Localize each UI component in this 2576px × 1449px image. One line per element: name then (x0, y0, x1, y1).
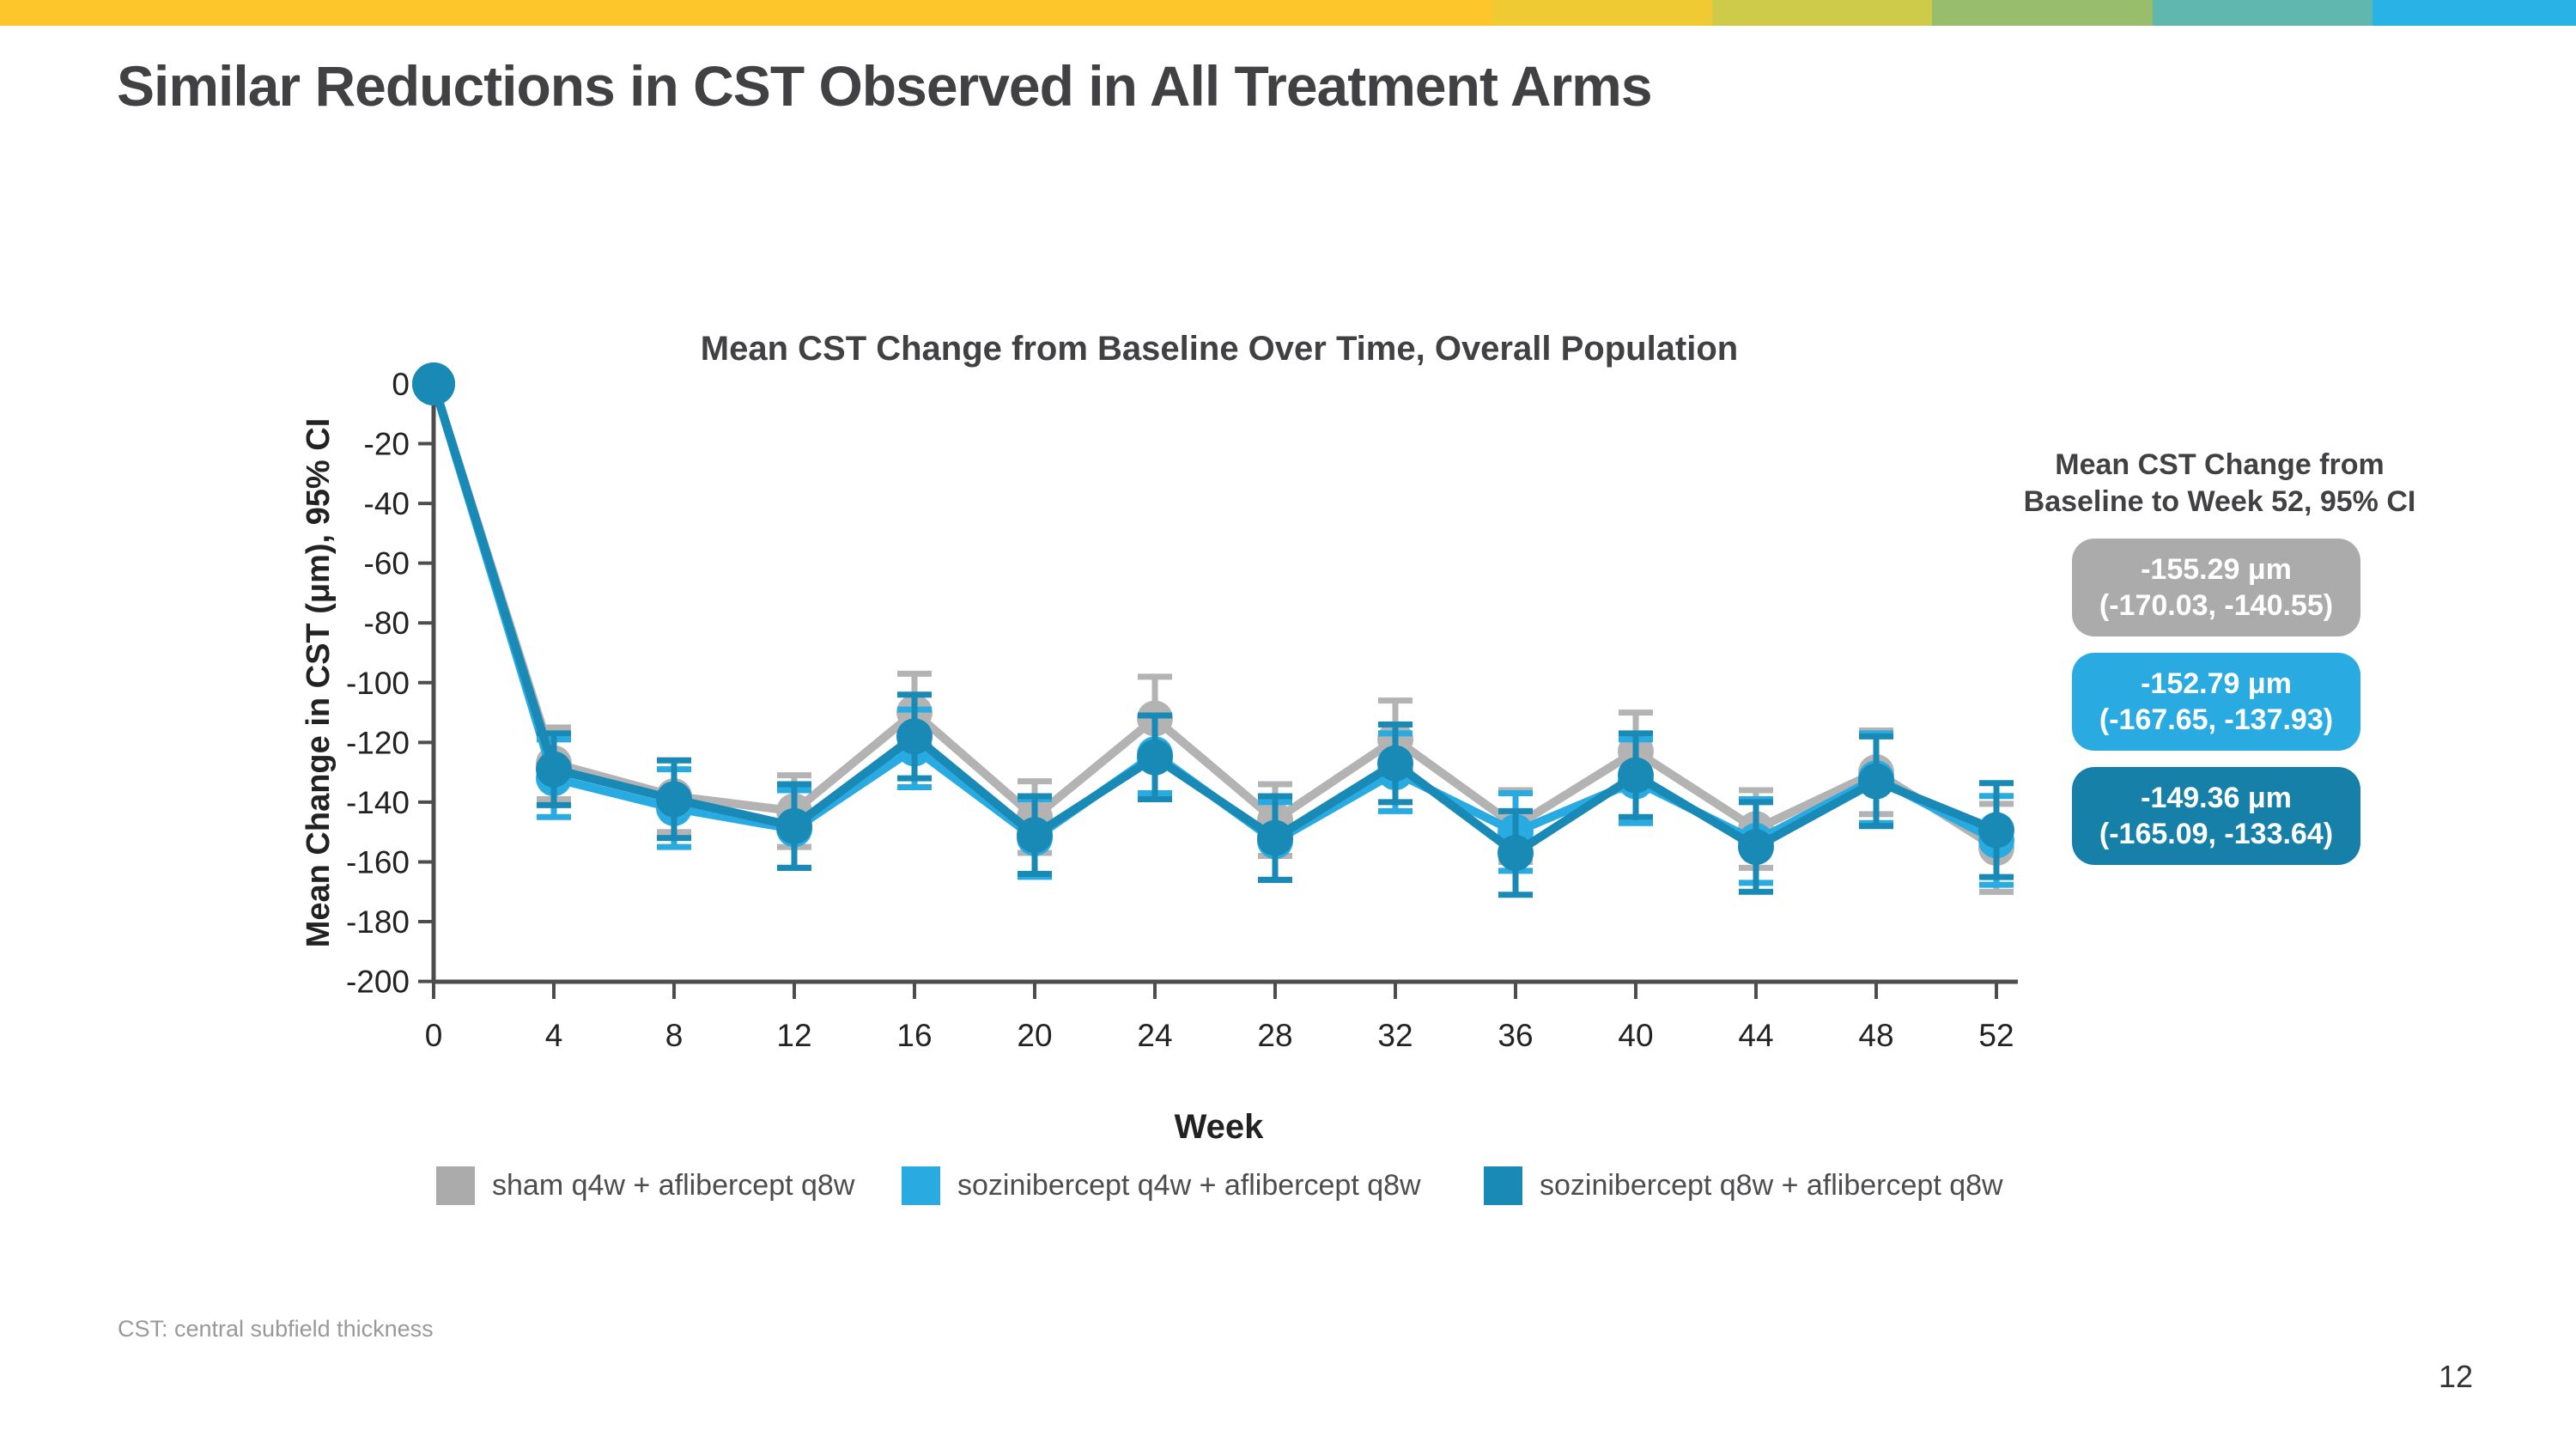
result-value: -149.36 μm (2141, 781, 2292, 814)
legend-item-sozinibercept-q4w: sozinibercept q4w + aflibercept q8w (902, 1166, 1421, 1205)
legend-swatch-lightblue (902, 1166, 940, 1205)
week52-result-box-sozinibercept-q8w: -149.36 μm (-165.09, -133.64) (2072, 767, 2360, 865)
top-color-bar (0, 0, 2576, 26)
x-tick-label: 20 (1017, 1018, 1052, 1053)
x-tick-label: 28 (1257, 1018, 1292, 1053)
y-tick-label: -180 (346, 904, 410, 940)
x-tick-label: 36 (1498, 1018, 1533, 1053)
data-point (536, 751, 572, 788)
x-tick-label: 44 (1738, 1018, 1773, 1053)
legend-label: sozinibercept q4w + aflibercept q8w (957, 1169, 1421, 1202)
result-ci: (-165.09, -133.64) (2099, 818, 2334, 850)
chart-title: Mean CST Change from Baseline Over Time,… (700, 330, 1739, 368)
y-tick-label: -200 (346, 965, 410, 1000)
y-tick-label: -40 (364, 486, 410, 521)
legend-swatch-teal (1484, 1166, 1522, 1205)
legend-swatch-gray (436, 1166, 475, 1205)
data-point (896, 718, 933, 755)
y-tick-label: -80 (364, 606, 410, 641)
top-bar-segment-2 (1712, 0, 1932, 26)
series-line-0 (429, 380, 2001, 853)
data-point (412, 362, 455, 405)
top-bar-segment-4 (2153, 0, 2372, 26)
y-tick-label: -120 (346, 725, 410, 760)
y-tick-label: 0 (392, 367, 410, 402)
data-point (1257, 819, 1293, 856)
week52-result-box-sham: -155.29 μm (-170.03, -140.55) (2072, 539, 2360, 636)
x-tick-label: 4 (545, 1018, 563, 1053)
y-tick-label: -160 (346, 844, 410, 880)
legend-item-sham: sham q4w + aflibercept q8w (436, 1166, 854, 1205)
result-value: -152.79 μm (2141, 667, 2292, 700)
data-point (1978, 812, 2014, 849)
y-axis-title: Mean Change in CST (μm), 95% CI (301, 418, 337, 948)
footnote: CST: central subfield thickness (118, 1316, 434, 1342)
data-point (656, 781, 692, 818)
y-tick-label: -100 (346, 666, 410, 701)
data-point (776, 807, 812, 844)
week52-annotation-header: Mean CST Change from Baseline to Week 52… (2009, 447, 2430, 520)
result-ci: (-167.65, -137.93) (2099, 703, 2334, 736)
annotation-header-line1: Mean CST Change from (2055, 448, 2385, 481)
top-bar-segment-0 (0, 0, 1492, 26)
slide-title: Similar Reductions in CST Observed in Al… (117, 54, 1653, 118)
annotation-header-line2: Baseline to Week 52, 95% CI (2023, 484, 2416, 518)
y-tick-label: -60 (364, 546, 410, 581)
week52-result-box-sozinibercept-q4w: -152.79 μm (-167.65, -137.93) (2072, 653, 2360, 751)
y-tick-label: -140 (346, 785, 410, 820)
data-point (1618, 757, 1654, 794)
result-value: -155.29 μm (2141, 552, 2292, 586)
x-tick-label: 0 (425, 1018, 443, 1053)
result-ci: (-170.03, -140.55) (2099, 589, 2334, 622)
x-tick-label: 8 (665, 1018, 683, 1053)
page-number: 12 (2438, 1359, 2474, 1394)
top-bar-segment-3 (1932, 0, 2153, 26)
x-tick-label: 16 (896, 1018, 932, 1053)
x-tick-label: 32 (1377, 1018, 1413, 1053)
legend-label: sham q4w + aflibercept q8w (492, 1169, 855, 1202)
top-bar-segment-1 (1492, 0, 1712, 26)
x-tick-label: 12 (776, 1018, 811, 1053)
legend-label: sozinibercept q8w + aflibercept q8w (1540, 1169, 2003, 1202)
x-tick-label: 24 (1137, 1018, 1172, 1053)
data-point (1017, 817, 1053, 854)
data-point (1377, 745, 1413, 782)
x-tick-label: 52 (1978, 1018, 2014, 1053)
data-point (1738, 829, 1774, 866)
top-bar-segment-5 (2372, 0, 2576, 26)
series-line-2 (429, 380, 2001, 858)
data-point (1858, 763, 1894, 800)
data-point (1137, 739, 1173, 776)
x-tick-label: 48 (1858, 1018, 1893, 1053)
data-point (1498, 835, 1534, 872)
y-tick-label: -20 (364, 427, 410, 462)
x-tick-label: 40 (1618, 1018, 1653, 1053)
legend-item-sozinibercept-q8w: sozinibercept q8w + aflibercept q8w (1484, 1166, 2003, 1205)
x-axis-title: Week (1175, 1108, 1265, 1146)
